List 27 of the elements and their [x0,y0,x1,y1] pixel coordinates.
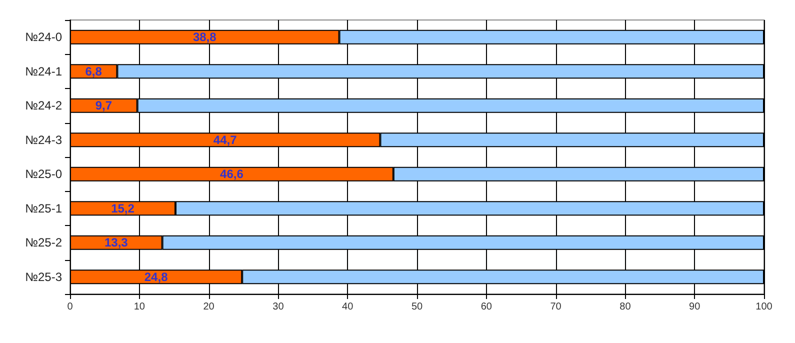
x-tick-label: 80 [620,302,632,312]
y-tick-label: №24-1 [25,64,62,78]
x-tick-label: 100 [756,302,773,312]
data-label: 44,7 [213,132,238,147]
x-tick-label: 30 [272,302,284,312]
y-tick-label: №25-3 [25,270,62,284]
x-tick-label: 40 [342,302,354,312]
y-tick-label: №24-3 [25,132,62,147]
y-tick-label: №25-0 [25,167,62,182]
x-tick-label: 10 [134,302,146,312]
data-label: 15,2 [111,201,135,216]
x-tick-label: 60 [480,302,492,312]
x-tick-label: 0 [67,302,74,312]
data-label: 13,3 [104,236,128,250]
x-tick-label: 20 [203,302,215,312]
y-tick-label: №25-2 [25,236,62,250]
x-tick-label: 50 [411,302,423,312]
x-tick-label: 70 [550,302,562,312]
x-tick-label: 90 [689,302,701,312]
data-label: 46,6 [220,167,244,182]
data-label: 24,8 [144,270,168,284]
y-tick-label: №25-1 [25,201,62,216]
y-tick-label: №24-0 [25,30,62,44]
data-label: 38,8 [192,30,217,44]
data-label: 6,8 [85,64,102,78]
y-tick-label: №24-2 [25,98,62,113]
data-label: 9,7 [95,98,112,113]
